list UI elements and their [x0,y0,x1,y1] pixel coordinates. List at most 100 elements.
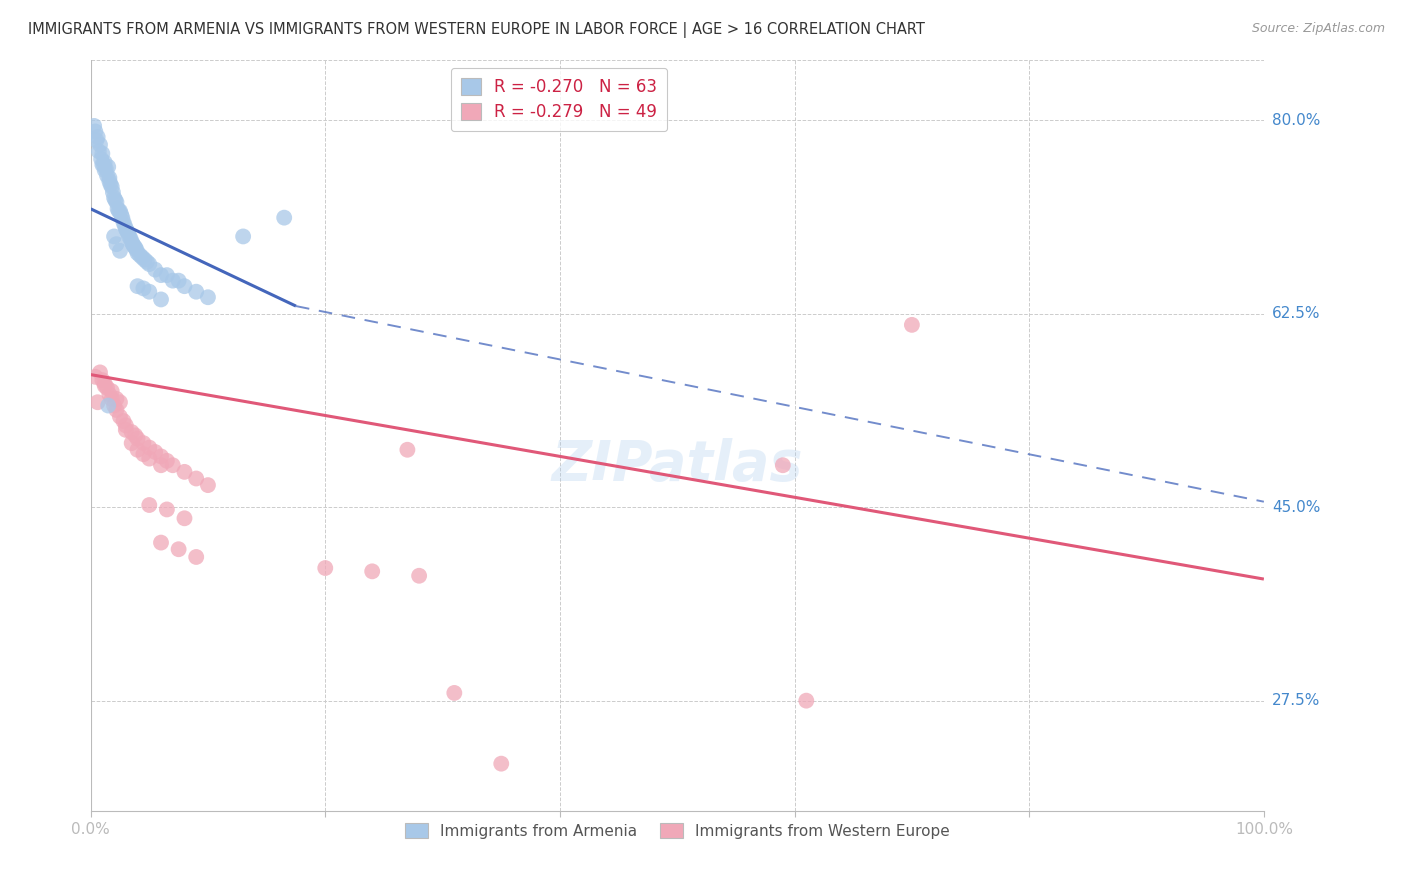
Point [167,274,190,288]
Point [103,191,125,205]
Point [138,451,160,466]
Point [84,369,107,384]
Point [128,248,150,262]
Point [94,161,117,176]
Point [134,252,156,267]
Point [127,246,149,260]
Point [124,428,146,442]
Point [96,381,118,395]
Point [121,235,143,249]
Point [156,268,179,282]
Point [132,436,155,450]
Point [86,130,108,145]
Point [132,281,155,295]
Point [127,279,149,293]
Point [97,160,120,174]
Point [143,262,166,277]
Point [115,224,138,238]
Point [121,237,143,252]
Point [114,221,136,235]
Point [100,179,122,194]
Text: Source: ZipAtlas.com: Source: ZipAtlas.com [1251,22,1385,36]
Point [232,229,254,244]
Point [98,170,121,185]
Point [101,186,124,200]
Point [118,229,141,244]
Point [100,384,122,399]
Point [114,219,136,233]
Point [84,124,107,138]
Y-axis label: In Labor Force | Age > 16: In Labor Force | Age > 16 [0,338,8,533]
Point [107,202,129,216]
Point [197,478,219,492]
Point [114,423,136,437]
Point [131,251,153,265]
Point [361,565,384,579]
Point [105,392,128,406]
Text: 62.5%: 62.5% [1272,306,1320,321]
Point [143,445,166,459]
Point [93,155,115,169]
Point [138,498,160,512]
Point [108,409,131,424]
Point [89,365,111,379]
Point [125,243,148,257]
Point [273,211,295,225]
Point [138,257,160,271]
Point [89,137,111,152]
Point [111,211,134,225]
Point [408,568,430,582]
Point [186,549,208,564]
Point [396,442,419,457]
Point [132,447,155,461]
Text: ZIPatlas: ZIPatlas [551,439,803,492]
Text: 45.0%: 45.0% [1272,500,1320,515]
Text: 27.5%: 27.5% [1272,693,1320,708]
Point [150,293,173,307]
Point [98,174,121,188]
Point [110,207,132,221]
Point [96,169,118,183]
Point [136,255,159,269]
Point [107,204,129,219]
Point [124,240,146,254]
Point [105,403,128,417]
Point [186,285,208,299]
Point [162,274,184,288]
Point [108,244,131,258]
Point [93,376,115,391]
Point [314,561,336,575]
Point [90,152,112,166]
Point [87,145,110,159]
Point [443,686,465,700]
Point [173,511,195,525]
Point [108,204,131,219]
Point [112,215,135,229]
Point [186,471,208,485]
Point [86,133,108,147]
Point [103,229,125,244]
Point [105,195,128,210]
Point [162,458,184,473]
Point [91,373,114,387]
Point [156,502,179,516]
Point [121,436,143,450]
Point [138,285,160,299]
Point [491,756,513,771]
Point [197,290,219,304]
Text: IMMIGRANTS FROM ARMENIA VS IMMIGRANTS FROM WESTERN EUROPE IN LABOR FORCE | AGE >: IMMIGRANTS FROM ARMENIA VS IMMIGRANTS FR… [28,22,925,38]
Point [97,399,120,413]
Point [150,458,173,473]
Point [108,395,131,409]
Point [117,226,139,240]
Point [150,450,173,464]
Point [114,418,136,433]
Point [127,442,149,457]
Point [91,158,114,172]
Point [91,146,114,161]
Point [794,693,817,707]
Point [901,318,924,332]
Point [105,237,128,252]
Point [86,395,108,409]
Point [104,193,127,207]
